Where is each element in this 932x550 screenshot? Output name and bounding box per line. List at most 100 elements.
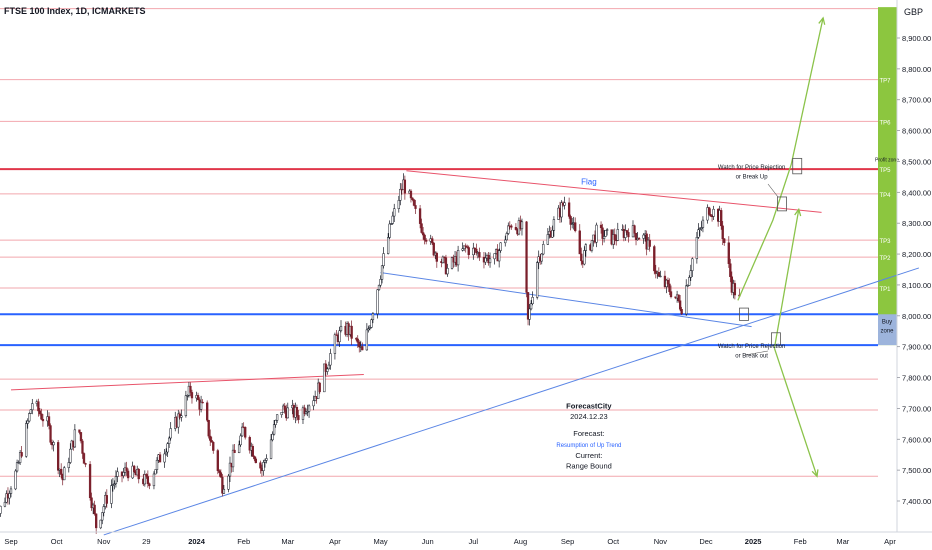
candle [38,407,42,416]
candle [228,456,232,482]
candle [466,244,469,249]
candle [47,412,51,430]
candle [154,469,157,475]
candle [390,223,393,225]
candle [164,448,168,456]
y-tick-label: 8,200.00 [902,250,931,259]
watch-box[interactable] [739,307,749,321]
trendline[interactable] [10,373,364,391]
candle [8,490,11,505]
candle [25,420,28,458]
candle [653,244,656,275]
candle [82,452,86,464]
candle [567,197,571,219]
x-tick-label: Mar [836,537,849,546]
time-axis[interactable]: Sep Oct Nov 29 2024 Feb Mar Apr May Jun Jul Aug Sep O… [4,537,896,546]
candle [26,418,29,429]
y-tick-label: 8,500.00 [902,157,931,166]
candle [418,204,422,229]
candle [678,295,682,312]
candle [312,395,315,411]
candle [212,441,215,454]
candle [510,224,513,230]
candle [514,223,518,231]
candle [241,423,244,437]
candle [177,409,180,434]
x-tick-label: Aug [514,537,527,546]
candle [721,221,724,246]
candle [56,439,60,475]
candle [472,242,475,260]
candle [126,468,130,482]
candle [627,228,630,243]
projection-arrow[interactable] [773,347,818,477]
candle [0,505,2,517]
candle [569,214,572,231]
candle [443,256,446,264]
candle [95,513,98,534]
candle [93,500,96,516]
tp-tag-tp1: TP1 [879,287,891,293]
candle [307,404,311,418]
x-tick-label: Jul [469,537,479,546]
x-tick-label: Apr [884,537,896,546]
candle [90,492,93,511]
candle [52,440,55,452]
annotations: Flag Watch for Price Rejection or Break Up… [556,165,785,470]
candle [386,233,390,255]
x-tick-label: 2024 [188,537,206,546]
watch-box[interactable] [771,332,781,346]
candle [733,280,737,300]
candle [688,275,691,286]
watch-box[interactable] [777,196,787,212]
candle [526,292,530,326]
candle [370,318,373,329]
candle [113,480,116,490]
candle [248,435,251,454]
candle [14,469,17,491]
candle [463,245,466,252]
projection-arrows [737,16,826,478]
y-tick-label: 8,300.00 [902,219,931,228]
candle [262,459,265,476]
projection-arrow[interactable] [737,17,824,301]
candle [41,414,45,427]
trendline[interactable] [406,170,822,213]
candle [326,367,329,375]
annotation-text: ForecastCity [566,401,612,410]
candle [251,443,254,457]
candle [37,398,40,417]
trendline[interactable] [380,272,752,328]
candle [306,404,309,417]
candle [110,479,113,509]
candle [409,189,413,203]
candle [414,199,417,215]
candle [180,409,183,422]
candle [536,261,539,300]
candle [221,473,224,497]
arrow-head [818,16,826,25]
candle [542,240,545,256]
candle [563,196,566,210]
candle [467,245,470,260]
tp-tag-tp2: TP2 [879,256,891,262]
candle [441,255,445,264]
projection-arrow[interactable] [773,209,800,349]
candle [206,400,209,422]
tp-tag-tp6: TP6 [879,120,891,126]
candle [105,489,108,508]
candle [637,236,641,240]
candle [680,306,683,315]
candle [540,252,543,265]
candle [425,238,428,245]
candle [478,247,481,261]
horizontal-levels [0,8,878,477]
price-axis[interactable]: 7,400.00 7,500.00 7,600.00 7,700.00 7,800.00… [897,34,931,506]
candle [263,458,267,468]
trendline[interactable] [103,267,920,536]
candle [231,444,235,472]
watch-box[interactable] [792,157,803,175]
candle [391,211,394,225]
candle [323,363,326,393]
